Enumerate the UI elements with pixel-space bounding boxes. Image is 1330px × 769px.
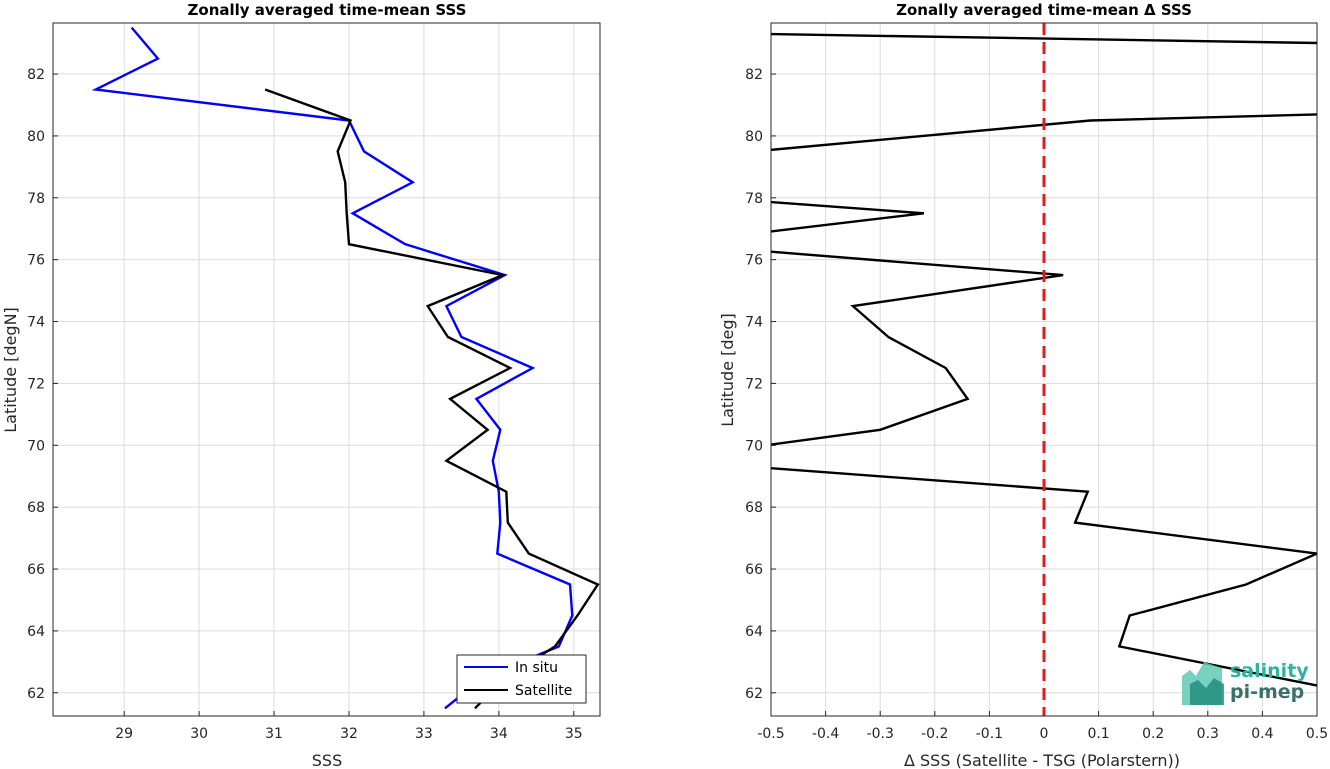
series-line-segment-2 — [771, 200, 925, 233]
series-right — [771, 32, 1317, 687]
x-tick-label: 0 — [1040, 726, 1049, 742]
series-line-segment-1 — [771, 113, 1317, 152]
x-tick-labels-left: 29 30 31 32 33 34 35 — [115, 726, 582, 742]
y-tick-label: 82 — [27, 67, 45, 83]
logo-wave-icon-back — [1190, 678, 1224, 705]
series-line-satellite — [264, 88, 600, 710]
y-tick-label: 74 — [745, 315, 763, 331]
y-tick-label: 78 — [745, 191, 763, 207]
x-tick-label: -0.1 — [976, 726, 1003, 742]
x-tick-label: 0.3 — [1197, 726, 1219, 742]
y-tick-label: 78 — [27, 191, 45, 207]
logo-text-pimep: pi-mep — [1230, 681, 1304, 703]
chart-title-right: Zonally averaged time-mean Δ SSS — [896, 1, 1192, 19]
series-line-in-situ — [91, 26, 574, 710]
y-tick-label: 70 — [745, 438, 763, 454]
legend-box — [456, 654, 587, 704]
y-tick-label: 66 — [745, 562, 763, 578]
chart-title-left: Zonally averaged time-mean SSS — [188, 1, 467, 19]
legend-label-satellite: Satellite — [515, 683, 572, 699]
y-tick-label: 68 — [745, 500, 763, 516]
y-tick-label: 70 — [27, 438, 45, 454]
x-tick-label: 33 — [415, 726, 433, 742]
x-tick-label: 29 — [115, 726, 133, 742]
y-tick-label: 76 — [745, 253, 763, 269]
y-tick-label: 68 — [27, 500, 45, 516]
x-tick-labels-right: -0.5 -0.4 -0.3 -0.2 -0.1 0 0.1 0.2 0.3 0.4 0.5 — [757, 726, 1328, 742]
y-axis-label-left: Latitude [degN] — [1, 307, 20, 433]
chart-left-sss: Zonally averaged time-mean SSS 29 30 31 32 3… — [1, 1, 601, 769]
x-axis-label-left: SSS — [312, 751, 342, 769]
series-left — [91, 26, 600, 710]
series-line-segment-4 — [771, 467, 1317, 687]
x-tick-label: -0.4 — [812, 726, 839, 742]
x-tick-label: 0.2 — [1142, 726, 1164, 742]
y-tick-label: 80 — [27, 129, 45, 145]
chart-right-delta-sss: Zonally averaged time-mean Δ SSS -0.5 -0.… — [718, 1, 1328, 769]
y-tick-labels-right: 62 64 66 68 70 72 74 76 78 80 82 — [745, 67, 763, 702]
legend: In situ Satellite — [456, 654, 587, 704]
x-tick-label: -0.5 — [757, 726, 784, 742]
y-tick-label: 64 — [27, 624, 45, 640]
x-tick-label: 34 — [490, 726, 508, 742]
salinity-pimep-logo: salinity pi-mep — [1182, 660, 1309, 705]
axes-frame-right — [770, 22, 1318, 717]
y-tick-label: 72 — [745, 376, 763, 392]
x-axis-label-right: Δ SSS (Satellite - TSG (Polarstern)) — [904, 751, 1180, 769]
grid-left — [53, 23, 600, 716]
y-tick-label: 66 — [27, 562, 45, 578]
x-tick-label: -0.3 — [867, 726, 894, 742]
x-tick-label: 0.1 — [1087, 726, 1109, 742]
y-tick-label: 76 — [27, 253, 45, 269]
logo-text-salinity: salinity — [1230, 660, 1309, 682]
x-tick-label: 0.4 — [1251, 726, 1273, 742]
y-tick-label: 80 — [745, 129, 763, 145]
x-tick-label: 30 — [190, 726, 208, 742]
x-tick-label: 32 — [340, 726, 358, 742]
y-tick-label: 72 — [27, 376, 45, 392]
y-tick-label: 62 — [27, 686, 45, 702]
y-tick-label: 64 — [745, 624, 763, 640]
x-tick-label: 31 — [265, 726, 283, 742]
x-tick-label: 0.5 — [1306, 726, 1328, 742]
y-tick-label: 82 — [745, 67, 763, 83]
x-tick-label: -0.2 — [921, 726, 948, 742]
series-line-segment-0 — [771, 32, 1317, 45]
axes-frame-left — [52, 22, 601, 717]
y-axis-label-right: Latitude [deg] — [718, 313, 737, 427]
legend-label-in-situ: In situ — [515, 660, 558, 676]
y-tick-label: 74 — [27, 315, 45, 331]
series-line-segment-3 — [771, 250, 1064, 446]
x-tick-label: 35 — [565, 726, 583, 742]
y-tick-labels-left: 62 64 66 68 70 72 74 76 78 80 82 — [27, 67, 45, 702]
y-tick-label: 62 — [745, 686, 763, 702]
